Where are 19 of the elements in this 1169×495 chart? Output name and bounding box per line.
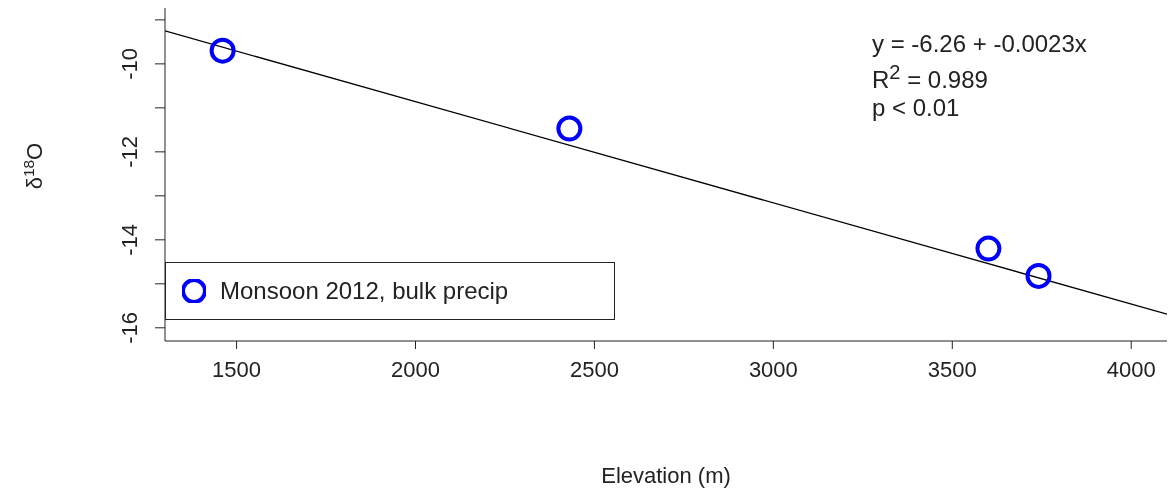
- point: [1025, 262, 1052, 289]
- y-tick-label: -14: [117, 223, 142, 256]
- point: [556, 115, 583, 142]
- x-tick-label: 4000: [1106, 357, 1156, 382]
- x-tick-label: 2500: [569, 357, 619, 382]
- point: [975, 235, 1002, 262]
- y-tick-label: -10: [117, 47, 142, 80]
- annotation: p < 0.01: [872, 94, 961, 122]
- legend-label: Monsoon 2012, bulk precip: [220, 277, 509, 305]
- x-tick-label: 1500: [212, 357, 262, 382]
- point: [209, 37, 236, 64]
- x-tick-label: 3500: [927, 357, 977, 382]
- y-tick-label: -12: [117, 135, 142, 168]
- annotation: y = -6.26 + -0.0023x: [872, 30, 1087, 58]
- x-tick-label: 3000: [748, 357, 798, 382]
- y-tick-label: -16: [117, 311, 142, 344]
- x-tick-label: 2000: [391, 357, 440, 382]
- x-axis-title: Elevation (m): [601, 463, 731, 488]
- annotation: R$^{2}$ = 0.989: [872, 60, 989, 94]
